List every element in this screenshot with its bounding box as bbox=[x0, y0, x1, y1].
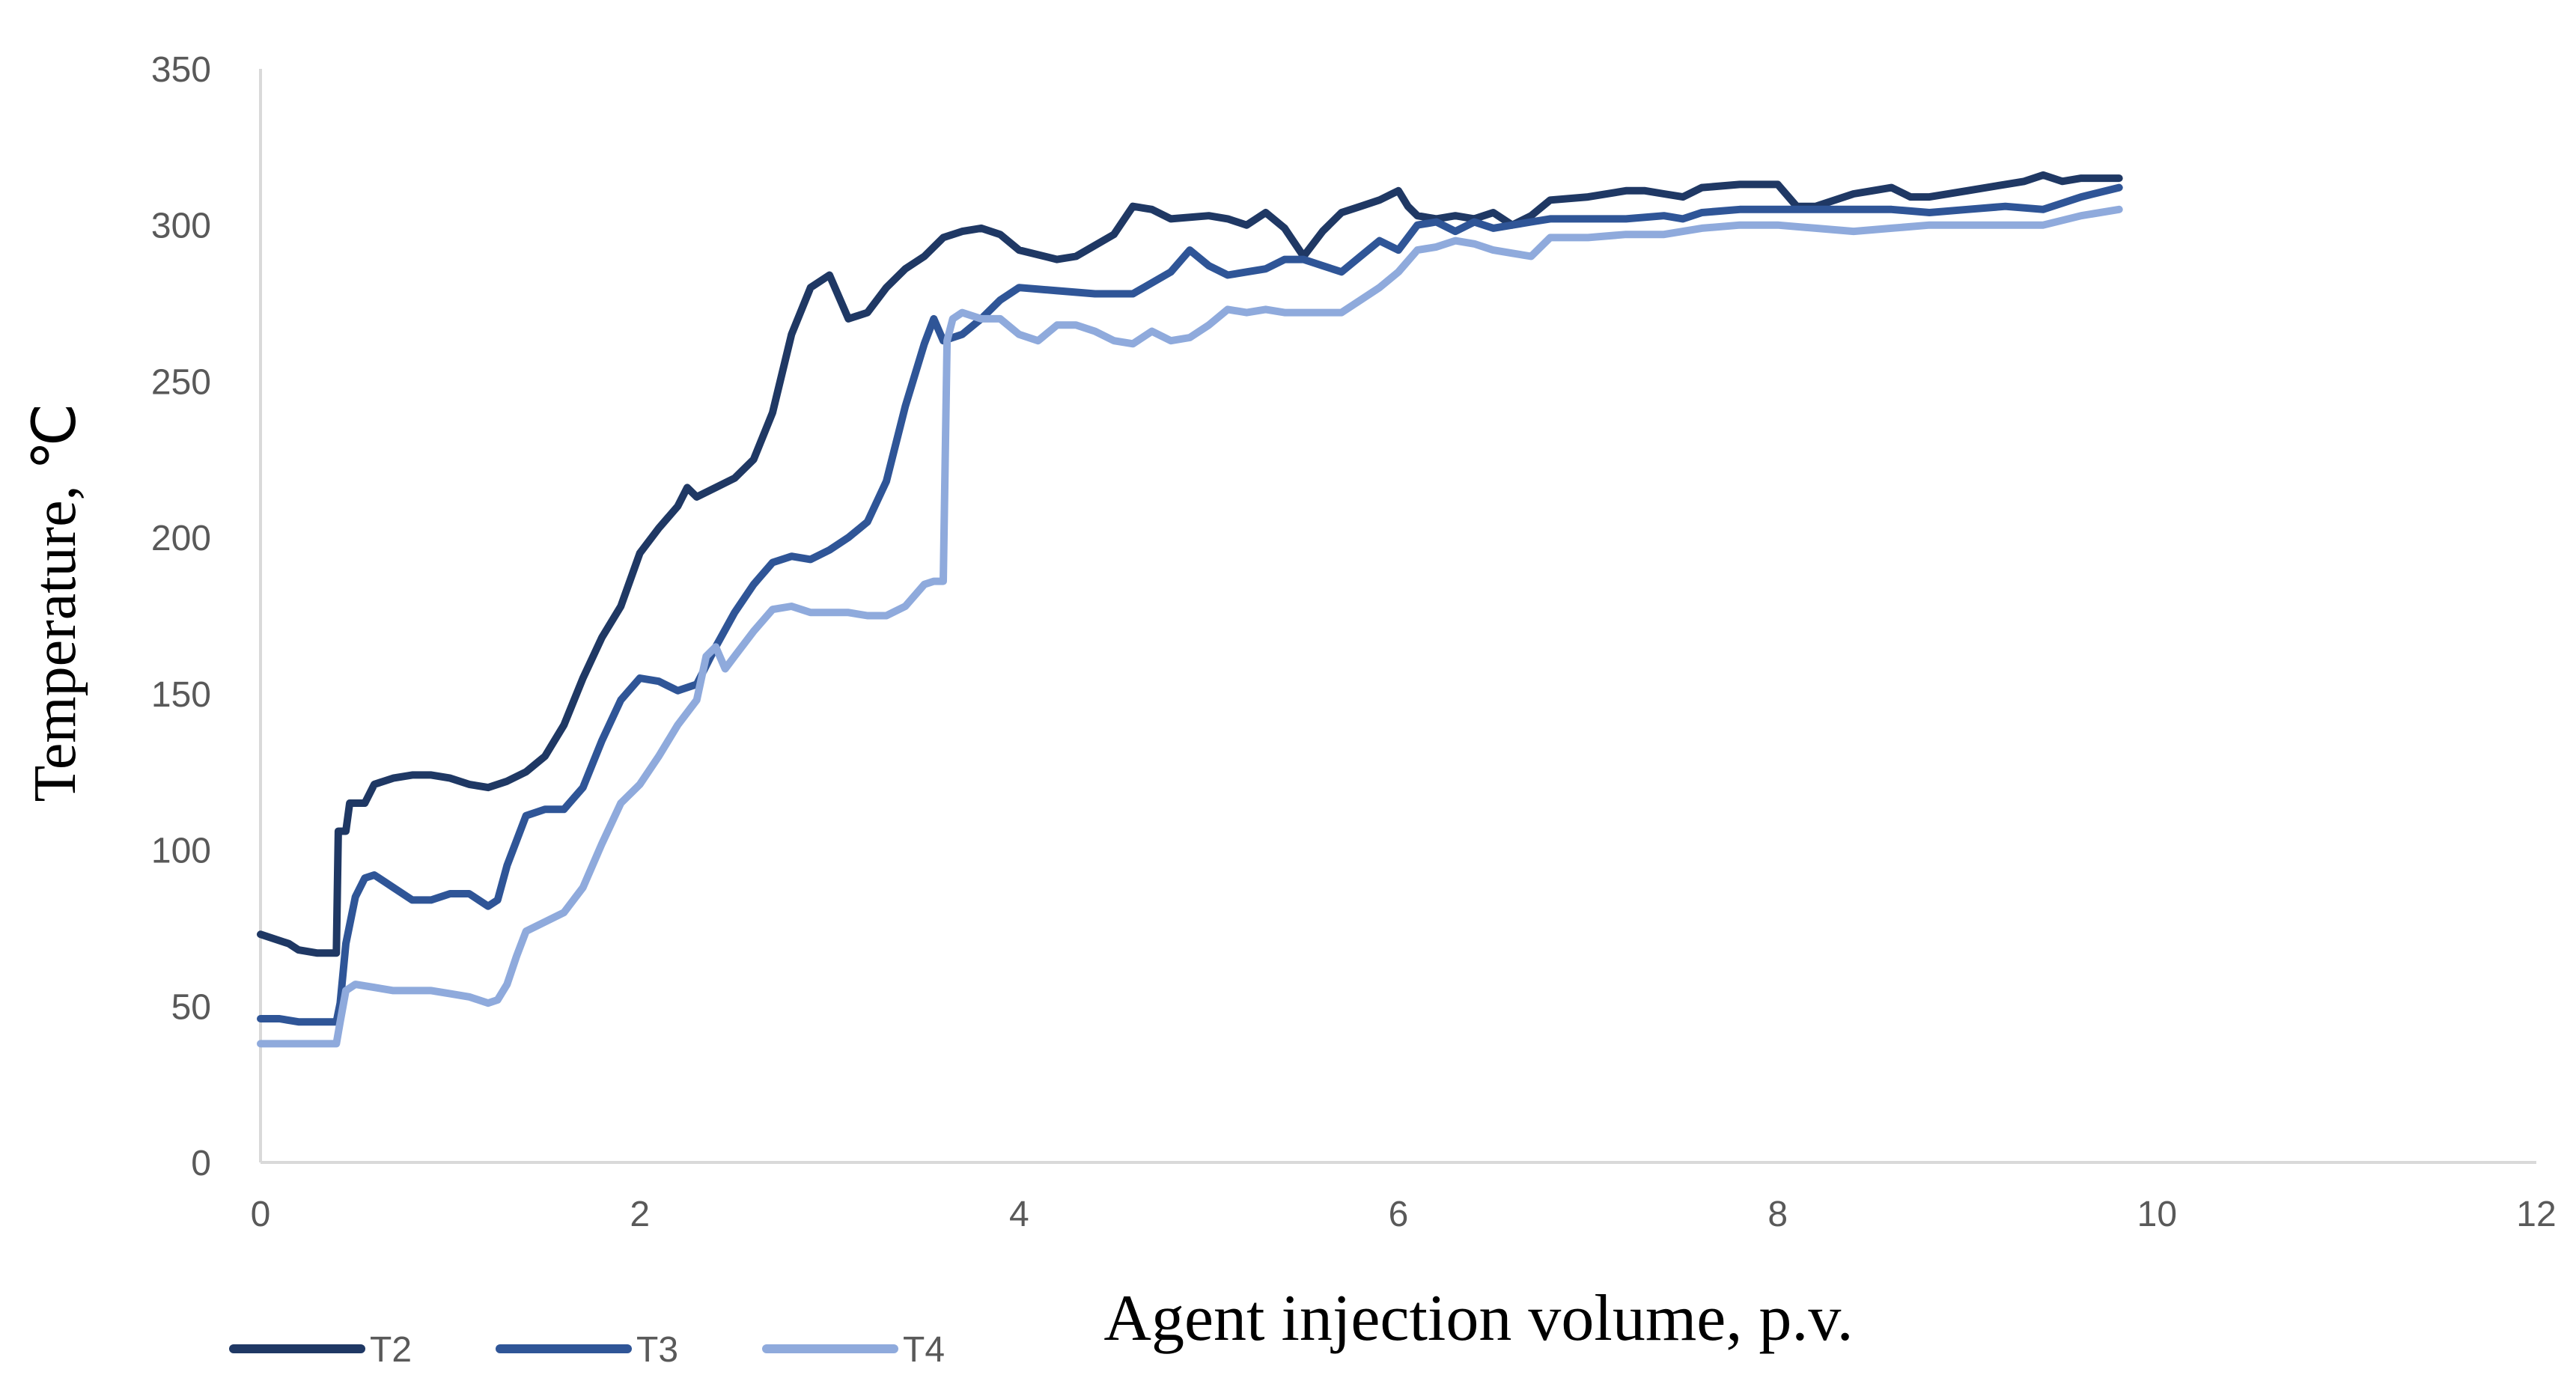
x-tick-label: 4 bbox=[1009, 1195, 1029, 1234]
x-tick-labels: 0 2 4 6 8 10 12 bbox=[251, 1195, 2557, 1234]
series-line-t2 bbox=[257, 171, 2123, 957]
x-tick-label: 12 bbox=[2516, 1195, 2556, 1234]
series-line-t3 bbox=[257, 183, 2123, 1026]
legend-label-t2: T2 bbox=[370, 1330, 412, 1370]
x-axis-title: Agent injection volume, p.v. bbox=[1103, 1282, 1853, 1355]
y-tick-label: 250 bbox=[151, 362, 211, 402]
y-tick-label: 200 bbox=[151, 519, 211, 558]
x-tick-label: 6 bbox=[1389, 1195, 1409, 1234]
x-tick-label: 8 bbox=[1767, 1195, 1788, 1234]
y-tick-labels: 0 50 100 150 200 250 300 350 bbox=[151, 50, 211, 1183]
legend-label-t4: T4 bbox=[903, 1330, 945, 1370]
series-line-t4 bbox=[257, 205, 2123, 1048]
x-tick-label: 10 bbox=[2137, 1195, 2177, 1234]
legend: T2 T3 T4 bbox=[229, 1330, 945, 1370]
series-lines bbox=[257, 171, 2123, 1048]
y-tick-label: 350 bbox=[151, 50, 211, 90]
y-tick-label: 300 bbox=[151, 207, 211, 246]
y-tick-label: 150 bbox=[151, 675, 211, 715]
y-tick-label: 50 bbox=[171, 987, 211, 1027]
y-tick-label: 100 bbox=[151, 832, 211, 871]
x-tick-label: 2 bbox=[630, 1195, 650, 1234]
x-tick-label: 0 bbox=[251, 1195, 271, 1234]
y-axis-title: Temperature, ℃ bbox=[22, 403, 88, 802]
legend-label-t3: T3 bbox=[636, 1330, 678, 1370]
y-tick-label: 0 bbox=[191, 1144, 211, 1183]
